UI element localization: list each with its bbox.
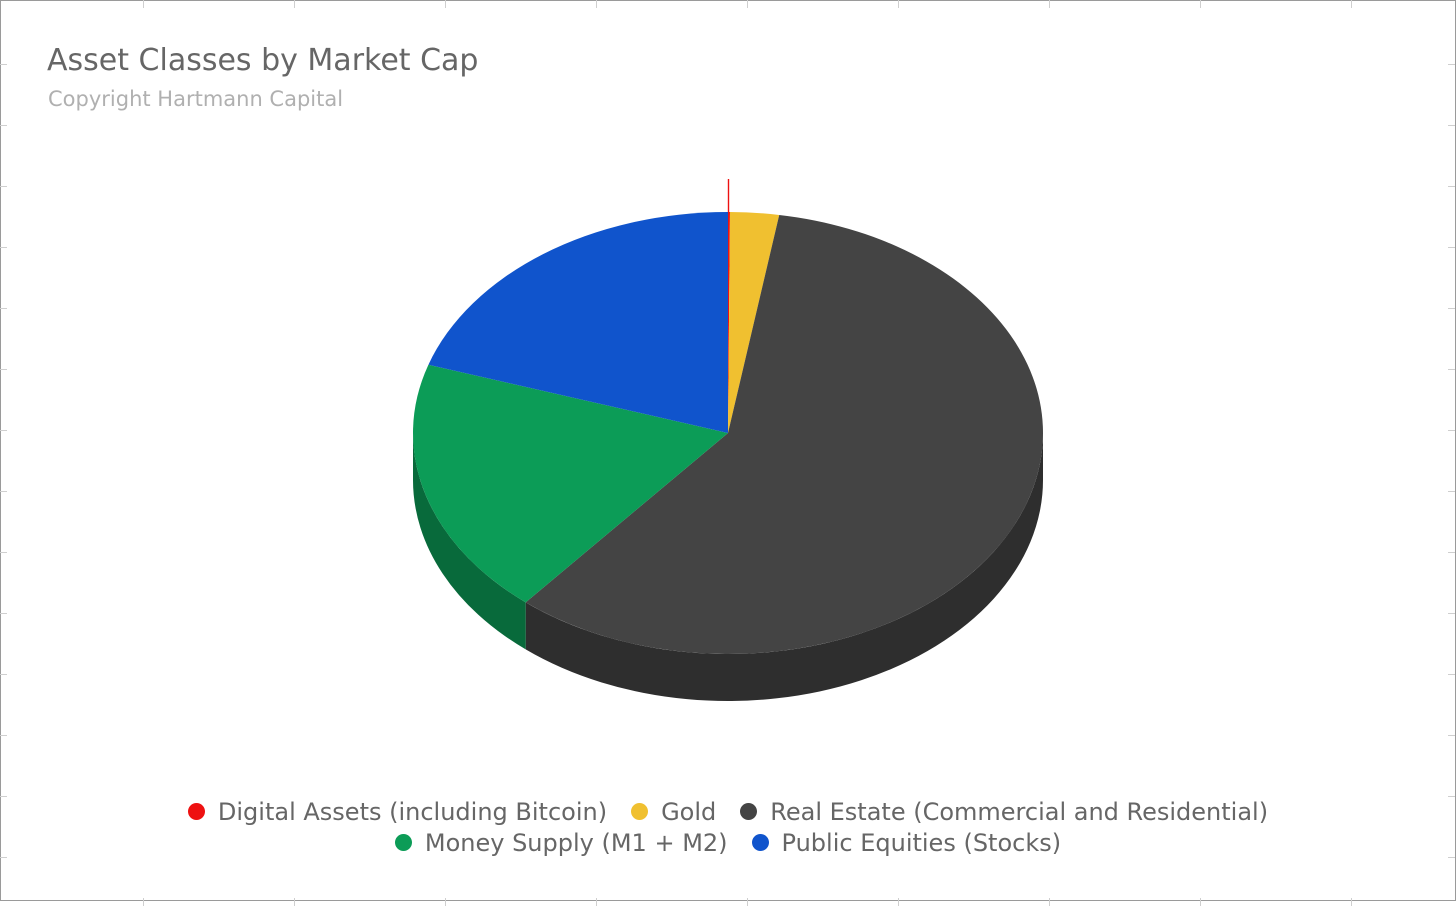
frame-tick (0, 857, 7, 858)
pie-tops (413, 212, 1043, 655)
pie-side-money-supply (413, 433, 526, 650)
frame-tick (1351, 898, 1352, 906)
frame-tick (1049, 0, 1050, 8)
frame-tick (596, 898, 597, 906)
frame-tick (1448, 247, 1455, 248)
pie-sides (413, 433, 1043, 702)
frame-tick (1448, 491, 1455, 492)
frame-tick (0, 308, 7, 309)
frame-tick (1448, 369, 1455, 370)
frame-tick (1200, 898, 1201, 906)
legend-item-gold[interactable]: Gold (631, 798, 716, 826)
pie-slice-gold[interactable] (728, 212, 780, 433)
pie-slice-digital-assets[interactable] (728, 212, 730, 433)
frame-tick (1448, 125, 1455, 126)
frame-tick (0, 796, 7, 797)
legend-row-2: Money Supply (M1 + M2) Public Equities (… (0, 827, 1456, 858)
frame-tick (0, 552, 7, 553)
frame-tick (596, 0, 597, 8)
chart-subtitle: Copyright Hartmann Capital (48, 87, 344, 111)
frame-tick (0, 64, 7, 65)
frame-tick (1448, 857, 1455, 858)
frame-tick (747, 0, 748, 8)
frame-tick (294, 0, 295, 8)
frame-tick (0, 186, 7, 187)
frame-tick (1448, 64, 1455, 65)
frame-tick (1448, 308, 1455, 309)
legend-label-real-estate: Real Estate (Commercial and Residential) (770, 797, 1269, 826)
frame-tick (1200, 0, 1201, 8)
frame-tick (1448, 613, 1455, 614)
chart-title: Asset Classes by Market Cap (47, 43, 479, 78)
legend-label-gold: Gold (661, 797, 717, 826)
frame-tick (1448, 430, 1455, 431)
frame-tick (445, 0, 446, 8)
legend-item-money-supply[interactable]: Money Supply (M1 + M2) (394, 828, 728, 857)
legend-dot-money-supply (394, 834, 412, 851)
frame-tick (1448, 186, 1455, 187)
pie-chart (413, 179, 1043, 702)
legend: Digital Assets (including Bitcoin) Gold … (0, 796, 1456, 858)
frame-tick (143, 898, 144, 906)
frame-tick (1049, 898, 1050, 906)
legend-dot-real-estate (740, 803, 758, 820)
frame-tick (1448, 552, 1455, 553)
frame-tick (0, 491, 7, 492)
legend-label-money-supply: Money Supply (M1 + M2) (424, 828, 728, 857)
frame-tick (0, 613, 7, 614)
frame-tick (0, 125, 7, 126)
legend-row-1: Digital Assets (including Bitcoin) Gold … (0, 796, 1456, 827)
pie-slice-money-supply[interactable] (413, 364, 728, 603)
legend-item-digital-assets[interactable]: Digital Assets (including Bitcoin) (187, 797, 608, 826)
legend-item-real-estate[interactable]: Real Estate (Commercial and Residential) (740, 798, 1268, 826)
legend-label-digital-assets: Digital Assets (including Bitcoin) (217, 797, 608, 826)
frame-tick (1448, 674, 1455, 675)
pie-side-real-estate (525, 433, 1043, 702)
frame-tick (0, 247, 7, 248)
frame-tick (898, 0, 899, 8)
legend-item-public-equities[interactable]: Public Equities (Stocks) (751, 828, 1062, 857)
pie-slice-public-equities[interactable] (428, 212, 728, 433)
frame-tick (1351, 0, 1352, 8)
frame-tick (0, 735, 7, 736)
frame-tick (0, 430, 7, 431)
legend-dot-digital-assets (187, 803, 205, 820)
legend-dot-gold (631, 803, 649, 820)
frame-tick (1448, 796, 1455, 797)
frame-tick (898, 898, 899, 906)
frame-tick (1448, 735, 1455, 736)
frame-tick (294, 898, 295, 906)
frame-tick (143, 0, 144, 8)
legend-dot-public-equities (751, 834, 769, 851)
legend-label-public-equities: Public Equities (Stocks) (781, 828, 1062, 857)
frame-tick (747, 898, 748, 906)
frame-tick (445, 898, 446, 906)
pie-slice-real-estate[interactable] (525, 214, 1043, 655)
frame-tick (0, 674, 7, 675)
frame-tick (0, 369, 7, 370)
